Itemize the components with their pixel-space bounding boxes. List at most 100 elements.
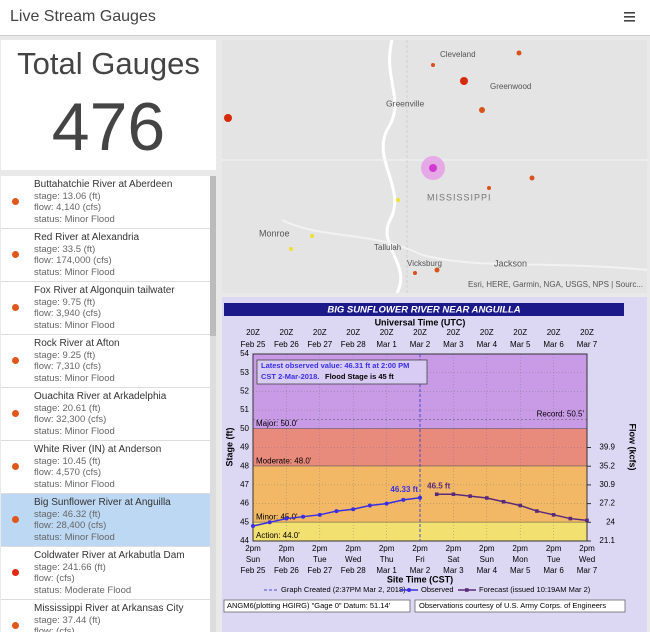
gauge-status: status: Minor Flood [34, 478, 115, 490]
y-tick-label: 49 [240, 443, 249, 452]
gauge-name: Mississippi River at Arkansas City [34, 603, 184, 614]
gauge-name: Buttahatchie River at Aberdeen [34, 179, 173, 190]
x2-tick-label: Mar 2 [410, 340, 431, 349]
gauge-text: Red River at Alexandria stage: 33.5 (ft) f… [34, 229, 210, 278]
marker [317, 512, 322, 517]
x-tick-label: Mar 2 [410, 566, 431, 575]
y2-tick-label: 21.1 [599, 536, 615, 545]
x-tick-label: Feb 27 [307, 566, 332, 575]
chart-title: BIG SUNFLOWER RIVER NEAR ANGUILLA [327, 305, 520, 316]
x-tick-label: Tue [313, 555, 327, 564]
gauge-status: status: Minor Flood [34, 319, 115, 331]
legend-label: Forecast (issued 10:19AM Mar 2) [479, 585, 591, 594]
x-tick-label: Mar 5 [510, 566, 531, 575]
gauge-item[interactable]: Big Sunflower River at Anguilla stage: 46… [1, 494, 210, 547]
x-tick-label: 2pm [312, 544, 328, 553]
y-tick-label: 47 [240, 480, 249, 489]
x-tick-label: 2pm [379, 544, 395, 553]
x2-tick-label: Feb 27 [307, 340, 332, 349]
x-tick-label: 2pm [579, 544, 595, 553]
gauge-status: status: Minor Flood [34, 372, 115, 384]
flood-label: Major: 50.0' [256, 419, 298, 428]
x-tick-label: Wed [579, 555, 595, 564]
legend-swatch [407, 588, 411, 592]
gauge-item[interactable]: White River (IN) at Anderson stage: 10.45… [1, 441, 210, 494]
y-tick-label: 53 [240, 368, 249, 377]
gauge-text: Buttahatchie River at Aberdeen stage: 13.… [34, 176, 210, 225]
y2-tick-label: 39.9 [599, 443, 615, 452]
marker [468, 494, 472, 498]
y-tick-label: 46 [240, 499, 249, 508]
x2-tick-label: Feb 25 [241, 340, 266, 349]
gauge-flow: flow: (cfs) [34, 573, 75, 584]
y2-axis-title: Flow (kcfs) [628, 423, 638, 470]
map-label: Jackson [494, 258, 527, 268]
x2-tick-label: Mar 4 [477, 340, 498, 349]
series-line [436, 493, 588, 522]
x-tick-label: Mar 4 [477, 566, 498, 575]
annotation: 46.5 ft [427, 481, 450, 490]
marker [585, 518, 589, 523]
status-dot [12, 463, 19, 470]
map-label: Vicksburg [407, 259, 442, 268]
map-label: Monroe [259, 228, 290, 238]
gauge-item[interactable]: Ouachita River at Arkadelphia stage: 20.6… [1, 388, 210, 441]
menu-button[interactable] [623, 11, 637, 23]
status-dot [12, 569, 19, 576]
x-tick-label: Feb 25 [241, 566, 266, 575]
footer-box [414, 599, 626, 613]
info-text: CST 2-Mar-2018. [261, 372, 319, 381]
y-tick-label: 54 [240, 349, 249, 358]
x2-tick-label: Feb 28 [341, 340, 366, 349]
gauge-name: Ouachita River at Arkadelphia [34, 391, 167, 402]
gauge-item[interactable]: Coldwater River at Arkabutla Dam stage: 2… [1, 547, 210, 600]
x-axis-title: Site Time (CST) [387, 574, 453, 584]
status-dot [12, 516, 19, 523]
gauge-stage: stage: 46.32 (ft) [34, 508, 101, 520]
x-tick-label: Feb 28 [341, 566, 366, 575]
status-dot [12, 198, 19, 205]
gauge-status: status: Moderate Flood [34, 584, 132, 596]
x-tick-label: Fri [415, 555, 425, 564]
y-tick-label: 51 [240, 405, 249, 414]
status-dot [12, 622, 19, 629]
flood-label: Minor: 45.0' [256, 512, 298, 521]
info-text: Flood Stage is 45 ft [325, 372, 394, 381]
map[interactable]: Cleveland Greenwood Greenville MISSISSIP… [222, 40, 647, 293]
gauge-item[interactable]: Fox River at Algonquin tailwater stage: 9… [1, 282, 210, 335]
gauge-item[interactable]: Mississippi River at Arkansas City stage:… [1, 600, 210, 632]
gauge-item[interactable]: Red River at Alexandria stage: 33.5 (ft) f… [1, 229, 210, 282]
marker [251, 524, 255, 529]
marker [384, 501, 389, 506]
x-tick-label: Sat [447, 555, 460, 564]
x-tick-label: 2pm [546, 544, 562, 553]
gauge-stage: stage: 20.61 (ft) [34, 402, 101, 414]
marker [351, 507, 356, 512]
scrollbar[interactable] [210, 176, 216, 632]
x2-tick-label: 20Z [580, 328, 594, 337]
map-label: Tallulah [374, 243, 401, 252]
x2-tick-label: 20Z [547, 328, 561, 337]
header: Live Stream Gauges [0, 0, 650, 36]
gauge-status: status: Minor Flood [34, 425, 115, 437]
marker [267, 520, 272, 525]
gauge-flow: flow: 174,000 (cfs) [34, 255, 112, 266]
status-dot [12, 357, 19, 364]
marker [334, 509, 339, 514]
gauge-text: Fox River at Algonquin tailwater stage: 9… [34, 282, 210, 331]
gauge-stage: stage: 37.44 (ft) [34, 614, 101, 626]
x-tick-label: Tue [547, 555, 561, 564]
marker [284, 516, 289, 521]
x-tick-label: 2pm [512, 544, 528, 553]
gauge-name: Coldwater River at Arkabutla Dam [34, 550, 185, 561]
x2-tick-label: 20Z [346, 328, 360, 337]
gauge-item[interactable]: Rock River at Afton stage: 9.25 (ft) flow:… [1, 335, 210, 388]
x2-tick-label: 20Z [413, 328, 427, 337]
marker [418, 495, 422, 500]
gauge-text: White River (IN) at Anderson stage: 10.45… [34, 441, 210, 490]
gauge-item[interactable]: Buttahatchie River at Aberdeen stage: 13.… [1, 176, 210, 229]
map-attribution: Esri, HERE, Garmin, NGA, USGS, NPS | Sou… [468, 280, 643, 289]
marker [434, 492, 439, 497]
flood-label: Moderate: 48.0' [256, 456, 312, 465]
